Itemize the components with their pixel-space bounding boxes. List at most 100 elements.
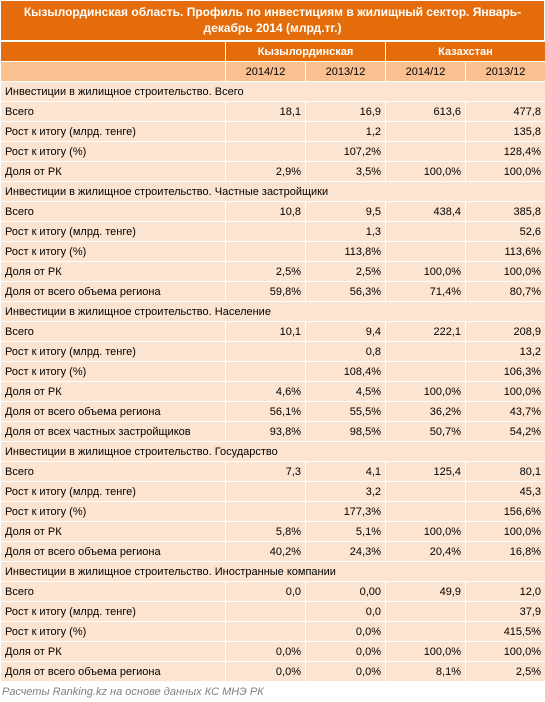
value-cell: 16,9 (306, 102, 386, 122)
value-cell (226, 342, 306, 362)
value-cell: 10,1 (226, 322, 306, 342)
row-label: Доля от всего объема региона (1, 282, 226, 302)
value-cell: 8,1% (386, 662, 466, 682)
value-cell: 16,8% (466, 542, 545, 562)
value-cell (386, 622, 466, 642)
value-cell: 37,9 (466, 602, 545, 622)
row-label: Рост к итогу (%) (1, 142, 226, 162)
value-cell: 9,5 (306, 202, 386, 222)
value-cell (226, 122, 306, 142)
value-cell: 0,8 (306, 342, 386, 362)
row-label: Доля от всего объема региона (1, 662, 226, 682)
value-cell: 20,4% (386, 542, 466, 562)
value-cell (386, 342, 466, 362)
value-cell: 56,1% (226, 402, 306, 422)
value-cell: 36,2% (386, 402, 466, 422)
value-cell: 4,1 (306, 462, 386, 482)
value-cell: 177,3% (306, 502, 386, 522)
value-cell: 438,4 (386, 202, 466, 222)
row-label: Доля от РК (1, 162, 226, 182)
section-header: Инвестиции в жилищное строительство. Час… (1, 182, 545, 202)
row-label: Рост к итогу (млрд. тенге) (1, 122, 226, 142)
row-label: Доля от всего объема региона (1, 542, 226, 562)
value-cell (226, 502, 306, 522)
value-cell: 100,0% (386, 382, 466, 402)
value-cell: 10,8 (226, 202, 306, 222)
section-header: Инвестиции в жилищное строительство. Гос… (1, 442, 545, 462)
row-label: Рост к итогу (млрд. тенге) (1, 482, 226, 502)
value-cell (386, 142, 466, 162)
value-cell: 4,6% (226, 382, 306, 402)
col-country-2014: 2014/12 (386, 62, 466, 82)
value-cell: 0,0 (226, 582, 306, 602)
value-cell: 43,7% (466, 402, 545, 422)
row-label: Рост к итогу (млрд. тенге) (1, 602, 226, 622)
value-cell (386, 602, 466, 622)
value-cell (386, 242, 466, 262)
value-cell: 80,7% (466, 282, 545, 302)
value-cell (226, 362, 306, 382)
value-cell: 613,6 (386, 102, 466, 122)
value-cell: 98,5% (306, 422, 386, 442)
col-country-2013: 2013/12 (466, 62, 545, 82)
value-cell: 2,5% (226, 262, 306, 282)
value-cell: 0,0% (306, 622, 386, 642)
value-cell (226, 482, 306, 502)
value-cell: 0,0% (226, 642, 306, 662)
section-header: Инвестиции в жилищное строительство. Ино… (1, 562, 545, 582)
col-region-2014: 2014/12 (226, 62, 306, 82)
section-header: Инвестиции в жилищное строительство. Нас… (1, 302, 545, 322)
value-cell: 50,7% (386, 422, 466, 442)
row-label: Всего (1, 102, 226, 122)
value-cell: 40,2% (226, 542, 306, 562)
row-label: Всего (1, 462, 226, 482)
value-cell: 24,3% (306, 542, 386, 562)
value-cell: 100,0% (466, 162, 545, 182)
data-table: Кызылординская Казахстан 2014/12 2013/12… (0, 41, 545, 682)
value-cell (226, 242, 306, 262)
value-cell: 106,3% (466, 362, 545, 382)
value-cell: 5,8% (226, 522, 306, 542)
row-label: Рост к итогу (%) (1, 622, 226, 642)
row-label: Рост к итогу (%) (1, 362, 226, 382)
value-cell: 5,1% (306, 522, 386, 542)
group-header-region: Кызылординская (226, 42, 386, 62)
row-label: Рост к итогу (%) (1, 502, 226, 522)
value-cell: 156,6% (466, 502, 545, 522)
value-cell: 113,6% (466, 242, 545, 262)
value-cell: 0,0 (306, 602, 386, 622)
row-label: Доля от РК (1, 642, 226, 662)
value-cell: 2,5% (466, 662, 545, 682)
value-cell: 45,3 (466, 482, 545, 502)
value-cell: 93,8% (226, 422, 306, 442)
value-cell: 222,1 (386, 322, 466, 342)
value-cell (386, 502, 466, 522)
row-label: Рост к итогу (млрд. тенге) (1, 342, 226, 362)
value-cell: 0,0% (226, 662, 306, 682)
value-cell: 135,8 (466, 122, 545, 142)
value-cell: 12,0 (466, 582, 545, 602)
value-cell: 208,9 (466, 322, 545, 342)
value-cell: 4,5% (306, 382, 386, 402)
value-cell: 107,2% (306, 142, 386, 162)
value-cell: 71,4% (386, 282, 466, 302)
value-cell (226, 602, 306, 622)
footer-note: Расчеты Ranking.kz на основе данных КС М… (0, 682, 545, 702)
value-cell: 100,0% (386, 162, 466, 182)
value-cell: 56,3% (306, 282, 386, 302)
value-cell: 0,0% (306, 662, 386, 682)
value-cell: 100,0% (466, 642, 545, 662)
value-cell: 54,2% (466, 422, 545, 442)
value-cell: 18,1 (226, 102, 306, 122)
value-cell: 7,3 (226, 462, 306, 482)
value-cell: 100,0% (466, 262, 545, 282)
value-cell: 13,2 (466, 342, 545, 362)
value-cell: 2,9% (226, 162, 306, 182)
value-cell: 100,0% (386, 642, 466, 662)
report-title: Кызылординская область. Профиль по инвес… (0, 0, 545, 41)
value-cell: 477,8 (466, 102, 545, 122)
value-cell: 0,0% (306, 642, 386, 662)
value-cell (386, 482, 466, 502)
value-cell: 385,8 (466, 202, 545, 222)
row-label: Доля от РК (1, 522, 226, 542)
